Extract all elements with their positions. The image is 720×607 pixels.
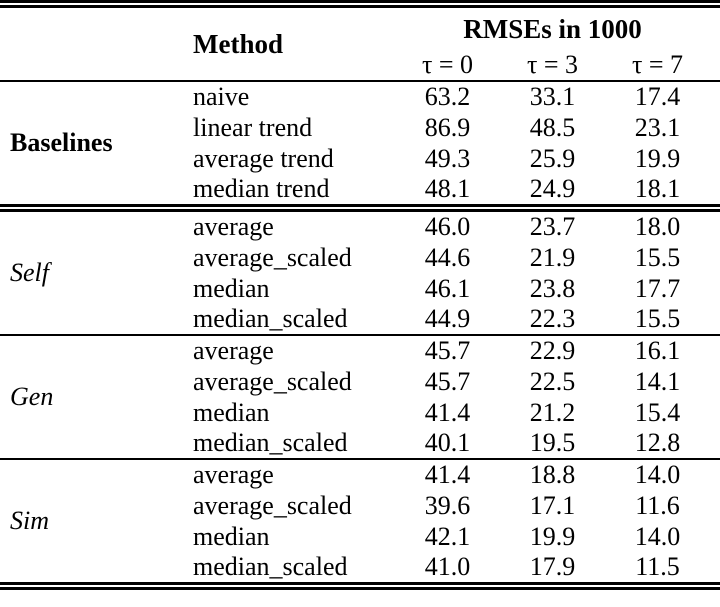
value-cell: 15.4 <box>634 397 681 427</box>
value-cell: 44.9 <box>424 304 471 333</box>
tau-3-column-header: τ = 3 <box>526 50 579 79</box>
value-cell: 49.3 <box>424 143 471 173</box>
value-cell: 86.9 <box>424 112 471 142</box>
value-cell: 19.9 <box>634 143 681 173</box>
value-cell: 39.6 <box>424 490 471 520</box>
method-cell: median_scaled <box>193 552 348 581</box>
section-baselines: Baselines naive 63.2 33.1 17.4 linear tr… <box>0 81 720 208</box>
method-cell: average <box>193 212 274 241</box>
method-cell: median_scaled <box>193 304 348 333</box>
method-cell: average trend <box>193 143 334 173</box>
method-cell: average_scaled <box>193 490 352 520</box>
value-cell: 17.9 <box>529 552 576 581</box>
method-cell: naive <box>193 82 250 111</box>
method-cell: median <box>193 521 270 551</box>
method-cell: median trend <box>193 174 330 203</box>
value-cell: 23.8 <box>529 273 576 303</box>
method-cell: median <box>193 273 270 303</box>
tau-7-column-header: τ = 7 <box>631 50 684 79</box>
method-cell: average_scaled <box>193 366 352 396</box>
value-cell: 11.5 <box>635 552 680 581</box>
value-cell: 25.9 <box>529 143 576 173</box>
method-cell: median <box>193 397 270 427</box>
value-cell: 19.9 <box>529 521 576 551</box>
method-cell: average <box>193 460 274 489</box>
value-cell: 22.9 <box>529 336 576 365</box>
value-cell: 45.7 <box>424 336 471 365</box>
header-row-top: Method RMSEs in 1000 <box>0 4 720 59</box>
value-cell: 24.9 <box>529 174 576 203</box>
table-row: Self average 46.0 23.7 18.0 <box>0 208 720 287</box>
table-row: Baselines naive 63.2 33.1 17.4 <box>0 81 720 157</box>
section-gen: Gen average 45.7 22.9 16.1 average_scale… <box>0 335 720 459</box>
value-cell: 17.7 <box>634 273 681 303</box>
value-cell: 46.1 <box>424 273 471 303</box>
value-cell: 11.6 <box>635 490 680 520</box>
value-cell: 18.8 <box>529 460 576 489</box>
table-row: median_scaled 44.9 22.3 15.5 <box>0 304 720 335</box>
value-cell: 18.0 <box>634 212 681 241</box>
value-cell: 41.4 <box>424 397 471 427</box>
value-cell: 22.5 <box>529 366 576 396</box>
value-cell: 14.1 <box>634 366 681 396</box>
table-row: median 46.1 23.8 17.7 <box>0 273 720 304</box>
table-row: average_scaled 39.6 17.1 11.6 <box>0 490 720 521</box>
value-cell: 18.1 <box>634 174 681 203</box>
value-cell: 21.2 <box>529 397 576 427</box>
table-row: linear trend 86.9 48.5 23.1 <box>0 112 720 143</box>
value-cell: 41.0 <box>424 552 471 581</box>
value-cell: 48.1 <box>424 174 471 203</box>
value-cell: 48.5 <box>529 112 576 142</box>
rmse-group-header: RMSEs in 1000 <box>463 13 642 44</box>
value-cell: 40.1 <box>424 428 471 457</box>
table-row: median_scaled 41.0 17.9 11.5 <box>0 552 720 586</box>
table-row: median trend 48.1 24.9 18.1 <box>0 174 720 208</box>
value-cell: 15.5 <box>634 242 681 272</box>
value-cell: 33.1 <box>529 82 576 111</box>
method-cell: average <box>193 336 274 365</box>
value-cell: 46.0 <box>424 212 471 241</box>
value-cell: 21.9 <box>529 242 576 272</box>
value-cell: 22.3 <box>529 304 576 333</box>
value-cell: 17.4 <box>634 82 681 111</box>
value-cell: 45.7 <box>424 366 471 396</box>
table-row: median 41.4 21.2 15.4 <box>0 397 720 428</box>
value-cell: 41.4 <box>424 460 471 489</box>
tau-0-column-header: τ = 0 <box>421 50 474 79</box>
section-self: Self average 46.0 23.7 18.0 average_scal… <box>0 208 720 335</box>
table-header: Method RMSEs in 1000 τ = 0 τ = 3 τ = 7 <box>0 4 720 81</box>
results-table: Method RMSEs in 1000 τ = 0 τ = 3 τ = 7 B… <box>0 0 720 590</box>
value-cell: 23.1 <box>634 112 681 142</box>
value-cell: 14.0 <box>634 460 681 489</box>
group-label-sim: Sim <box>10 506 49 535</box>
value-cell: 23.7 <box>529 212 576 241</box>
value-cell: 44.6 <box>424 242 471 272</box>
table-row: average trend 49.3 25.9 19.9 <box>0 143 720 174</box>
value-cell: 42.1 <box>424 521 471 551</box>
table-row: average_scaled 45.7 22.5 14.1 <box>0 366 720 397</box>
group-label-gen: Gen <box>10 382 54 411</box>
group-label-self: Self <box>10 258 49 287</box>
value-cell: 17.1 <box>529 490 576 520</box>
method-cell: median_scaled <box>193 428 348 457</box>
value-cell: 63.2 <box>424 82 471 111</box>
header-row-tau: τ = 0 τ = 3 τ = 7 <box>0 50 720 81</box>
value-cell: 19.5 <box>529 428 576 457</box>
value-cell: 12.8 <box>634 428 681 457</box>
value-cell: 16.1 <box>634 336 681 365</box>
section-sim: Sim average 41.4 18.8 14.0 average_scale… <box>0 459 720 586</box>
table-row: median 42.1 19.9 14.0 <box>0 521 720 552</box>
corner-spacer <box>0 4 180 81</box>
table-row: Sim average 41.4 18.8 14.0 <box>0 459 720 535</box>
table-row: median_scaled 40.1 19.5 12.8 <box>0 428 720 459</box>
method-cell: average_scaled <box>193 242 352 272</box>
table-row: average_scaled 44.6 21.9 15.5 <box>0 242 720 273</box>
value-cell: 14.0 <box>634 521 681 551</box>
table-row: Gen average 45.7 22.9 16.1 <box>0 335 720 411</box>
method-cell: linear trend <box>193 112 313 142</box>
method-column-header: Method <box>193 28 283 59</box>
group-label-baselines: Baselines <box>10 128 113 157</box>
value-cell: 15.5 <box>634 304 681 333</box>
